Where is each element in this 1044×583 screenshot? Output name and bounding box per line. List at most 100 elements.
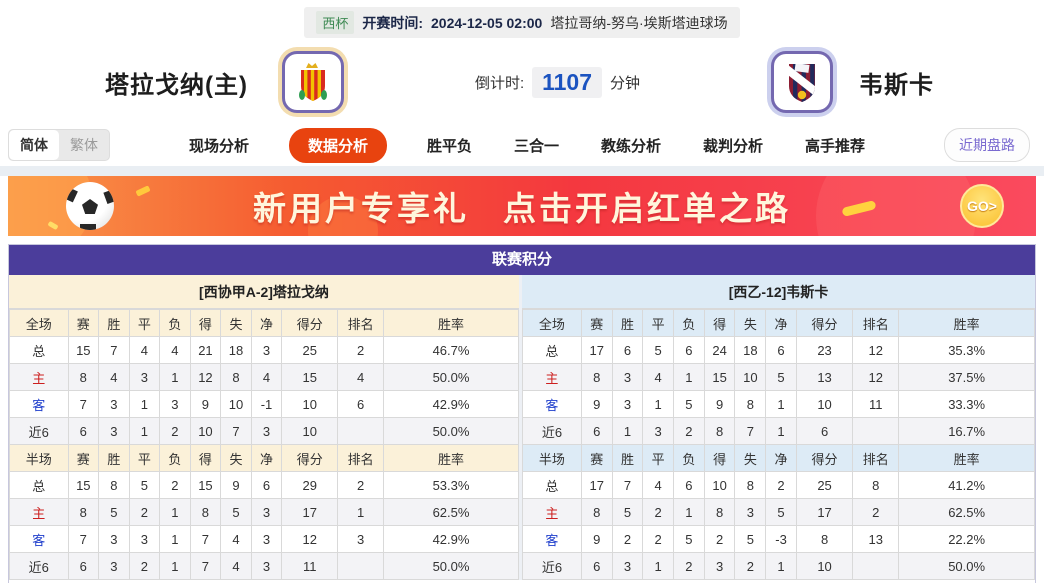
tab-教练分析[interactable]: 教练分析 — [601, 137, 662, 155]
stat-cell: 3 — [337, 525, 385, 553]
home-standings-table: 全场赛胜平负得失净得分 排名 胜率总 15 7 4 4 21 18 3 25 2 46.7% 主 8 4 3 1 1… — [9, 309, 519, 580]
stat-cell: 10 — [703, 471, 736, 499]
stat-cell: 12 — [852, 363, 900, 391]
column-header: 失 — [220, 444, 252, 472]
column-header: 胜率 — [898, 444, 1035, 472]
stat-cell: 3 — [250, 417, 283, 445]
stat-cell: 2 — [642, 525, 675, 553]
promo-banner[interactable]: 新用户专享礼 点击开启红单之路 GO> — [8, 176, 1036, 236]
stat-cell: 8 — [703, 498, 736, 526]
table-row: 客 9 2 2 5 2 5 -3 8 13 22.2% — [522, 525, 1035, 553]
table-row: 近6 6 1 3 2 8 7 1 6 16.7% — [522, 417, 1035, 445]
stat-cell: 62.5% — [898, 498, 1035, 526]
stat-cell: 29 — [281, 471, 339, 499]
away-standings-table: 全场赛胜平负得失净得分 排名 胜率总 17 6 5 6 24 18 6 23 12 35.3% 主 8 3 4 1… — [522, 309, 1035, 580]
stat-cell: 3 — [98, 552, 130, 580]
tab-胜平负[interactable]: 胜平负 — [426, 137, 472, 155]
stat-cell: 5 — [765, 498, 797, 526]
stat-cell: 17 — [281, 498, 339, 526]
column-header: 失 — [220, 309, 252, 337]
stat-cell: 2 — [611, 525, 644, 553]
stat-cell: 23 — [795, 336, 854, 364]
stat-cell: 12 — [852, 336, 900, 364]
stat-cell: 7 — [98, 336, 130, 364]
stat-cell: 7 — [67, 525, 100, 553]
stat-cell: 1 — [765, 390, 797, 418]
stat-cell: 10 — [220, 390, 252, 418]
row-label: 近6 — [9, 552, 69, 580]
tab-三合一[interactable]: 三合一 — [513, 137, 559, 155]
stat-cell: 3 — [128, 363, 161, 391]
row-label: 近6 — [522, 552, 582, 580]
stat-cell: -1 — [250, 390, 283, 418]
stat-cell: 6 — [611, 336, 644, 364]
row-label: 总 — [522, 336, 582, 364]
countdown: 倒计时: 1107 分钟 — [344, 66, 771, 98]
stat-cell: 50.0% — [383, 417, 519, 445]
table-row: 总 15 7 4 4 21 18 3 25 2 46.7% — [9, 336, 519, 364]
stat-cell: 4 — [220, 552, 252, 580]
stat-cell: 37.5% — [898, 363, 1035, 391]
stat-cell: 5 — [220, 498, 252, 526]
table-row: 主 8 5 2 1 8 3 5 17 2 62.5% — [522, 498, 1035, 526]
section-header-row: 全场赛胜平负得失净得分 排名 胜率 — [9, 309, 519, 337]
table-row: 近6 6 3 1 2 10 7 3 10 50.0% — [9, 417, 519, 445]
column-header: 净 — [250, 309, 283, 337]
stat-cell: 2 — [852, 498, 900, 526]
stat-cell: 4 — [642, 363, 675, 391]
stat-cell: 15 — [703, 363, 736, 391]
recent-trend-button[interactable]: 近期盘路 — [944, 128, 1030, 162]
column-header: 净 — [765, 444, 797, 472]
stat-cell: 25 — [281, 336, 339, 364]
go-button[interactable]: GO> — [960, 184, 1004, 228]
stat-cell: 3 — [611, 363, 644, 391]
stat-cell: 4 — [250, 363, 283, 391]
stat-cell: 9 — [189, 390, 222, 418]
stat-cell: 17 — [795, 498, 854, 526]
top-bar: 西杯 开赛时间: 2024-12-05 02:00 塔拉哥纳-努乌·埃斯塔迪球场 — [0, 0, 1044, 38]
section-header-row: 半场赛胜平负得失净得分 排名 胜率 — [522, 444, 1035, 472]
stat-cell: 3 — [611, 390, 644, 418]
column-header: 胜率 — [383, 444, 519, 472]
stat-cell: 8 — [795, 525, 854, 553]
home-standings-half: [西协甲A-2]塔拉戈纳 全场赛胜平负得失净得分 排名 胜率总 15 7 4 4 21 18 3 2… — [9, 275, 522, 580]
analysis-tabs: 现场分析 数据分析 胜平负 三合一 教练分析 裁判分析 高手推荐 — [110, 127, 944, 163]
stat-cell: 3 — [250, 525, 283, 553]
countdown-label: 倒计时: — [474, 74, 525, 92]
stat-cell: 4 — [159, 336, 191, 364]
stat-cell: 4 — [642, 471, 675, 499]
stat-cell: 6 — [250, 471, 283, 499]
table-row: 总 17 7 4 6 10 8 2 25 8 41.2% — [522, 471, 1035, 499]
tab-现场分析[interactable]: 现场分析 — [188, 137, 249, 155]
home-team-name: 塔拉戈纳(主) — [105, 71, 248, 99]
stat-cell: 3 — [98, 390, 130, 418]
column-header: 赛 — [580, 444, 613, 472]
tab-数据分析[interactable]: 数据分析 — [288, 127, 387, 163]
column-header: 半场 — [522, 444, 582, 472]
tab-高手推荐[interactable]: 高手推荐 — [805, 137, 866, 155]
lang-traditional-button[interactable]: 繁体 — [70, 137, 98, 153]
section-header-row: 全场赛胜平负得失净得分 排名 胜率 — [522, 309, 1035, 337]
stat-cell: 2 — [765, 471, 797, 499]
stat-cell: 1 — [128, 390, 161, 418]
stat-cell: 1 — [159, 552, 191, 580]
stat-cell: 50.0% — [898, 552, 1035, 580]
stat-cell: 18 — [220, 336, 252, 364]
stat-cell: 2 — [159, 471, 191, 499]
stat-cell: 17 — [580, 336, 613, 364]
stat-cell: 1 — [673, 363, 705, 391]
lang-simplified-button[interactable]: 简体 — [9, 130, 59, 160]
stat-cell: 6 — [337, 390, 385, 418]
banner-decor-circle — [816, 176, 976, 236]
banner-text-left: 新用户专享礼 — [253, 190, 469, 227]
tab-裁判分析[interactable]: 裁判分析 — [703, 137, 764, 155]
column-header: 胜 — [611, 444, 644, 472]
stat-cell: 7 — [189, 525, 222, 553]
stat-cell: 3 — [250, 336, 283, 364]
table-row: 主 8 3 4 1 15 10 5 13 12 37.5% — [522, 363, 1035, 391]
language-toggle[interactable]: 简体 繁体 — [8, 129, 110, 161]
column-header: 负 — [159, 444, 191, 472]
stat-cell: 33.3% — [898, 390, 1035, 418]
stat-cell: 3 — [159, 390, 191, 418]
stat-cell — [337, 417, 385, 445]
